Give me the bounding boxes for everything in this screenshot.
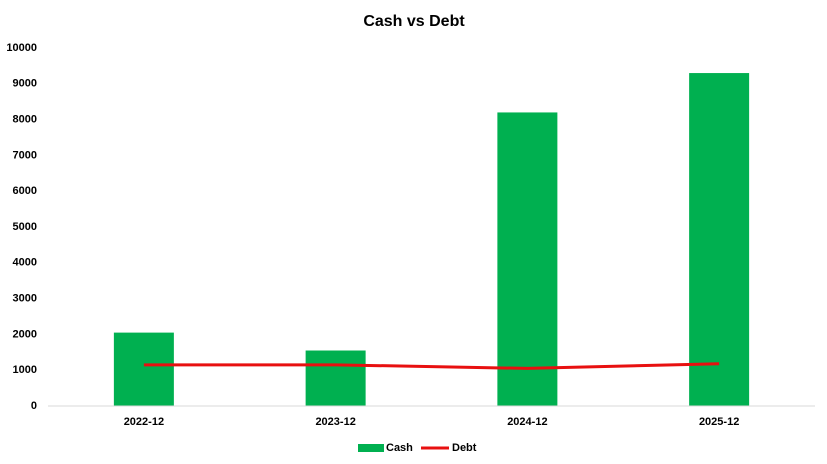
y-tick-label: 3000: [13, 293, 37, 305]
legend-label: Debt: [452, 442, 477, 454]
y-tick-label: 1000: [13, 364, 37, 376]
legend-label: Cash: [386, 442, 413, 454]
legend-swatch: [358, 444, 384, 452]
y-tick-label: 5000: [13, 221, 37, 233]
y-tick-label: 8000: [13, 114, 37, 126]
x-tick-label: 2023-12: [315, 416, 355, 428]
y-tick-label: 7000: [13, 149, 37, 161]
line: [143, 362, 720, 370]
x-tick-label: 2025-12: [699, 416, 739, 428]
bar: [113, 332, 174, 406]
bar: [497, 112, 558, 406]
y-tick-label: 4000: [13, 257, 37, 269]
y-tick-label: 6000: [13, 185, 37, 197]
x-tick-label: 2022-12: [124, 416, 164, 428]
bar: [689, 73, 750, 406]
y-tick-label: 0: [31, 400, 37, 412]
y-tick-label: 2000: [13, 328, 37, 340]
y-tick-label: 10000: [6, 42, 37, 54]
chart-title: Cash vs Debt: [363, 13, 465, 30]
x-tick-label: 2024-12: [507, 416, 547, 428]
y-tick-label: 9000: [13, 78, 37, 90]
bar: [305, 350, 366, 406]
